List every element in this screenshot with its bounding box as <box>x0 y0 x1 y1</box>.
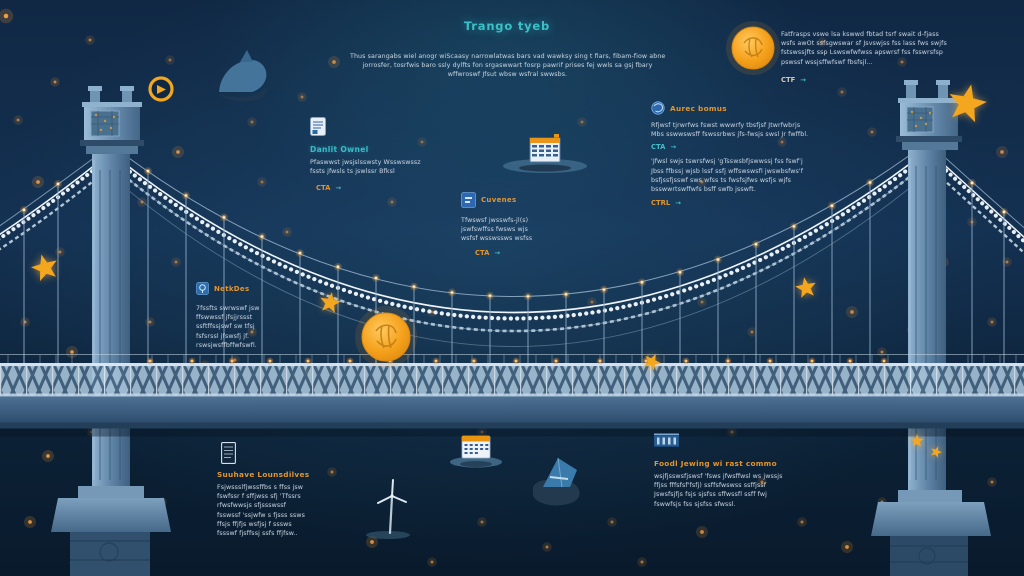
flask-icon <box>196 282 209 295</box>
panel-body: Rfjwsf tjrwrfws fswst wwwrfy tbsfjsf Jtw… <box>651 122 809 139</box>
play-badge-icon[interactable] <box>148 76 174 102</box>
cta-link[interactable]: CTA → <box>651 143 823 151</box>
wind-turbine-icon <box>366 479 410 539</box>
whale-icon <box>219 50 267 102</box>
panel-heading: Danlit Ownel <box>310 145 369 154</box>
panel-bottom-left: Suuhave Lounsdilves Fsjwssslfjwssffbs s … <box>217 442 337 538</box>
coin-icon-deck[interactable] <box>355 306 417 368</box>
ctf-link-label: CTF <box>781 75 796 84</box>
gem-icon <box>533 457 580 506</box>
right-tower-base <box>871 490 991 576</box>
panel-heading: Aurec bomus <box>670 104 727 113</box>
panel-bottom-right: Foodl Jewing wi rast commo wsjfjsswsfjsw… <box>654 432 824 509</box>
cta-label: CTA <box>651 143 666 152</box>
panel-body: Fatfrasps vswe lsa kswwd fbtad tsrf swai… <box>781 31 947 66</box>
panel-bonus: Aurec bomus Rfjwsf tjrwrfws fswst wwwrfy… <box>651 101 823 207</box>
document-outline-icon <box>221 442 236 464</box>
bank-icon <box>654 433 679 447</box>
arrow-right-icon: → <box>800 75 806 84</box>
panel-heading: NetkDes <box>214 285 250 293</box>
panel-body: Fsjwssslfjwssffbs s ffss jsw fswfssr f s… <box>217 484 306 538</box>
panel-netkdes: NetkDes 7fssfts swrwswf jsw ffswwssf jfs… <box>196 282 286 350</box>
deck-railing <box>7 355 1017 364</box>
cta-link[interactable]: CTA → <box>475 249 566 257</box>
cta-label: CTA <box>316 184 331 193</box>
calendar-icon <box>450 435 502 468</box>
panel-body: Pfaswwst jwsjslsswsty Wsswswssz fssts jf… <box>310 159 421 176</box>
app-tile-icon <box>461 192 476 208</box>
arrow-right-icon: → <box>494 248 501 257</box>
panel-heading: Suuhave Lounsdilves <box>217 470 310 479</box>
globe-icon <box>651 101 665 115</box>
ctrl-link[interactable]: CTRL → <box>651 199 823 207</box>
cta-link[interactable]: CTA → <box>316 184 445 192</box>
panel-body: wsjfjsswsfjswsf 'fsws jfwsffwsl ws jwssj… <box>654 473 783 508</box>
ledger-building-icon <box>503 134 587 173</box>
panel-body: Tfwswsf jwsswfs-jl(s) jswfswffss fwsws w… <box>461 217 533 243</box>
ctrl-label: CTRL <box>651 199 671 208</box>
arrow-right-icon: → <box>675 199 681 208</box>
panel-top-right: Fatfrasps vswe lsa kswwd fbtad tsrf swai… <box>781 30 1013 84</box>
panel-body: 7fssfts swrwswf jsw ffswwssf jfsjjrssst … <box>196 305 260 349</box>
panel-heading: Cuvenes <box>481 196 517 204</box>
intro-paragraph: Thus sarangabs wiel anogr wiScaasy narro… <box>350 52 665 80</box>
panel-heading: Foodl Jewing wi rast commo <box>654 459 777 468</box>
panel-cuvenes: Cuvenes Tfwswsf jwsswfs-jl(s) jswfswffss… <box>461 192 566 257</box>
intro-text: Thus sarangabs wiel anogr wiScaasy narro… <box>350 53 666 79</box>
panel-body-2: 'Jfwsl swjs tswrsfwsj 'gTsswsbfjswwssj f… <box>651 158 804 194</box>
bridge-deck <box>0 354 1024 437</box>
arrow-right-icon: → <box>335 184 342 193</box>
arrow-right-icon: → <box>670 143 677 152</box>
left-tower-base <box>51 486 171 576</box>
cta-label: CTA <box>475 248 490 257</box>
ctf-link[interactable]: CTF → <box>781 76 1013 84</box>
document-icon <box>310 117 326 136</box>
panel-document: Danlit Ownel Pfaswwst jwsjslsswsty Wssws… <box>310 117 445 192</box>
